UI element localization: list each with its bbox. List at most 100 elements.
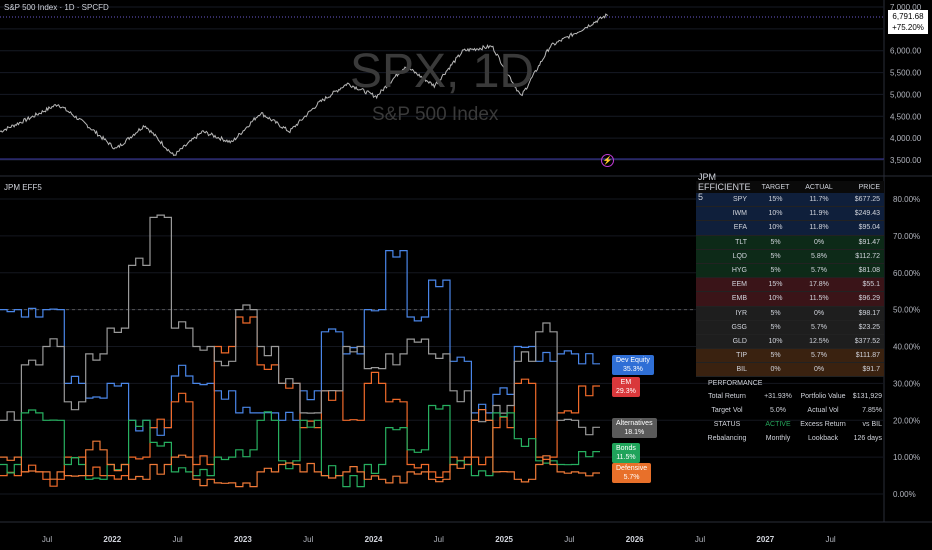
ticker-cell: EMB bbox=[731, 295, 747, 303]
tag-label: EM bbox=[620, 379, 632, 386]
lightning-icon[interactable]: ⚡ bbox=[601, 154, 614, 167]
actual-cell: 12.5% bbox=[809, 337, 829, 345]
price-tick-label: 7,000.00 bbox=[890, 3, 922, 12]
perf-value: 7.85% bbox=[862, 406, 882, 414]
indicator-tick-label: 80.00% bbox=[893, 195, 920, 204]
actual-cell: 11.8% bbox=[809, 224, 829, 232]
perf-value: +31.93% bbox=[764, 392, 792, 400]
tag-value: 18.1% bbox=[624, 429, 645, 436]
tag-em: EM 29.3% bbox=[612, 377, 640, 397]
actual-cell: 17.8% bbox=[809, 281, 829, 289]
perf-label: STATUS bbox=[713, 420, 741, 428]
symbol-title[interactable]: S&P 500 Index · 1D · SPCFD bbox=[4, 3, 109, 12]
ticker-cell: TIP bbox=[736, 352, 747, 360]
actual-cell: 0% bbox=[813, 238, 825, 246]
time-tick-label: 2027 bbox=[756, 535, 774, 544]
actual-cell: 11.7% bbox=[809, 196, 829, 204]
time-tick-label: Jul bbox=[42, 535, 52, 544]
target-cell: 10% bbox=[768, 210, 783, 218]
table-row: EFA 10% 11.8% $95.04 bbox=[696, 221, 884, 236]
table-row: BIL 0% 0% $91.7 bbox=[696, 363, 884, 378]
indicator-tick-label: 40.00% bbox=[893, 343, 920, 352]
time-tick-label: 2025 bbox=[495, 535, 513, 544]
table-row: IWM 10% 11.9% $249.43 bbox=[696, 207, 884, 222]
target-cell: 10% bbox=[768, 224, 783, 232]
table-row: HYG 5% 5.7% $81.08 bbox=[696, 263, 884, 279]
indicator-tick-label: 20.00% bbox=[893, 416, 920, 425]
price-cell: $112.72 bbox=[855, 252, 880, 260]
performance-row: STATUS ACTIVE Excess Return vs BIL bbox=[696, 417, 884, 431]
target-cell: 5% bbox=[770, 238, 781, 246]
ticker-cell: EFA bbox=[733, 224, 747, 232]
perf-label: Excess Return bbox=[800, 420, 846, 428]
ticker-cell: EEM bbox=[731, 281, 747, 289]
table-row: EEM 15% 17.8% $55.1 bbox=[696, 278, 884, 293]
price-tick-label: 6,000.00 bbox=[890, 47, 922, 56]
target-cell: 15% bbox=[768, 196, 783, 204]
price-cell: $677.25 bbox=[854, 196, 880, 204]
perf-label: Rebalancing bbox=[707, 434, 747, 442]
ticker-cell: BIL bbox=[736, 366, 747, 374]
table-row: GLD 10% 12.5% $377.52 bbox=[696, 334, 884, 350]
time-tick-label: 2022 bbox=[103, 535, 121, 544]
target-cell: 5% bbox=[770, 309, 781, 317]
time-tick-label: Jul bbox=[172, 535, 182, 544]
tag-label: Bonds bbox=[616, 445, 636, 452]
indicator-tick-label: 70.00% bbox=[893, 232, 920, 241]
actual-cell: 5.7% bbox=[811, 352, 827, 360]
perf-label: Lookback bbox=[808, 434, 838, 442]
target-cell: 10% bbox=[768, 337, 783, 345]
performance-title: PERFORMANCE bbox=[708, 379, 763, 387]
indicator-tick-label: 50.00% bbox=[893, 306, 920, 315]
target-cell: 0% bbox=[770, 366, 781, 374]
perf-value: 126 days bbox=[853, 434, 882, 442]
price-cell: $377.52 bbox=[854, 337, 880, 345]
actual-cell: 0% bbox=[813, 309, 825, 317]
tag-value: 29.3% bbox=[616, 388, 636, 395]
price-cell: $91.7 bbox=[862, 366, 880, 374]
actual-cell: 5.8% bbox=[811, 252, 827, 260]
target-cell: 5% bbox=[770, 352, 781, 360]
tag-value: 5.7% bbox=[623, 474, 640, 481]
perf-label: Portfolio Value bbox=[800, 392, 846, 400]
target-cell: 5% bbox=[770, 267, 781, 275]
perf-value: vs BIL bbox=[862, 420, 882, 428]
series-line-bonds bbox=[0, 404, 600, 488]
time-tick-label: 2026 bbox=[626, 535, 644, 544]
time-tick-label: Jul bbox=[303, 535, 313, 544]
target-cell: 5% bbox=[770, 252, 781, 260]
perf-label: Actual Vol bbox=[807, 406, 839, 414]
perf-label: Total Return bbox=[708, 392, 746, 400]
price-tick-label: 5,000.00 bbox=[890, 90, 922, 99]
price-cell: $96.29 bbox=[858, 295, 880, 303]
tag-label: Dev Equity bbox=[616, 357, 650, 364]
last-price-change: +75.20% bbox=[892, 23, 924, 32]
target-cell: 10% bbox=[768, 295, 783, 303]
actual-cell: 11.5% bbox=[809, 295, 829, 303]
perf-value: Monthly bbox=[765, 434, 791, 442]
price-cell: $95.04 bbox=[858, 224, 880, 232]
last-price-value: 6,791.68 bbox=[892, 12, 924, 21]
actual-cell: 5.7% bbox=[811, 267, 827, 275]
tag-label: Defensive bbox=[616, 465, 648, 472]
time-tick-label: 2024 bbox=[365, 535, 383, 544]
tag-dev-equity: Dev Equity 35.3% bbox=[612, 355, 654, 375]
perf-value: $131,929 bbox=[852, 392, 882, 400]
table-header: JPM EFFICIENTE 5 TARGET ACTUAL PRICE bbox=[696, 172, 884, 202]
price-cell: $23.25 bbox=[858, 323, 880, 331]
actual-cell: 5.7% bbox=[811, 323, 827, 331]
tag-value: 11.5% bbox=[616, 454, 636, 461]
table-row: LQD 5% 5.8% $112.72 bbox=[696, 249, 884, 264]
indicator-title[interactable]: JPM EFF5 bbox=[4, 183, 42, 192]
price-cell: $91.47 bbox=[858, 238, 880, 246]
performance-row: Rebalancing Monthly Lookback 126 days bbox=[696, 431, 884, 445]
table-row: TIP 5% 5.7% $111.87 bbox=[696, 349, 884, 364]
performance-row: Target Vol 5.0% Actual Vol 7.85% bbox=[696, 403, 884, 417]
series-line-defensive bbox=[0, 409, 600, 488]
tag-label: Alternatives bbox=[616, 420, 653, 427]
indicator-tick-label: 60.00% bbox=[893, 269, 920, 278]
price-cell: $81.08 bbox=[858, 267, 880, 275]
price-tick-label: 4,500.00 bbox=[890, 112, 922, 121]
perf-value: ACTIVE bbox=[765, 420, 791, 428]
